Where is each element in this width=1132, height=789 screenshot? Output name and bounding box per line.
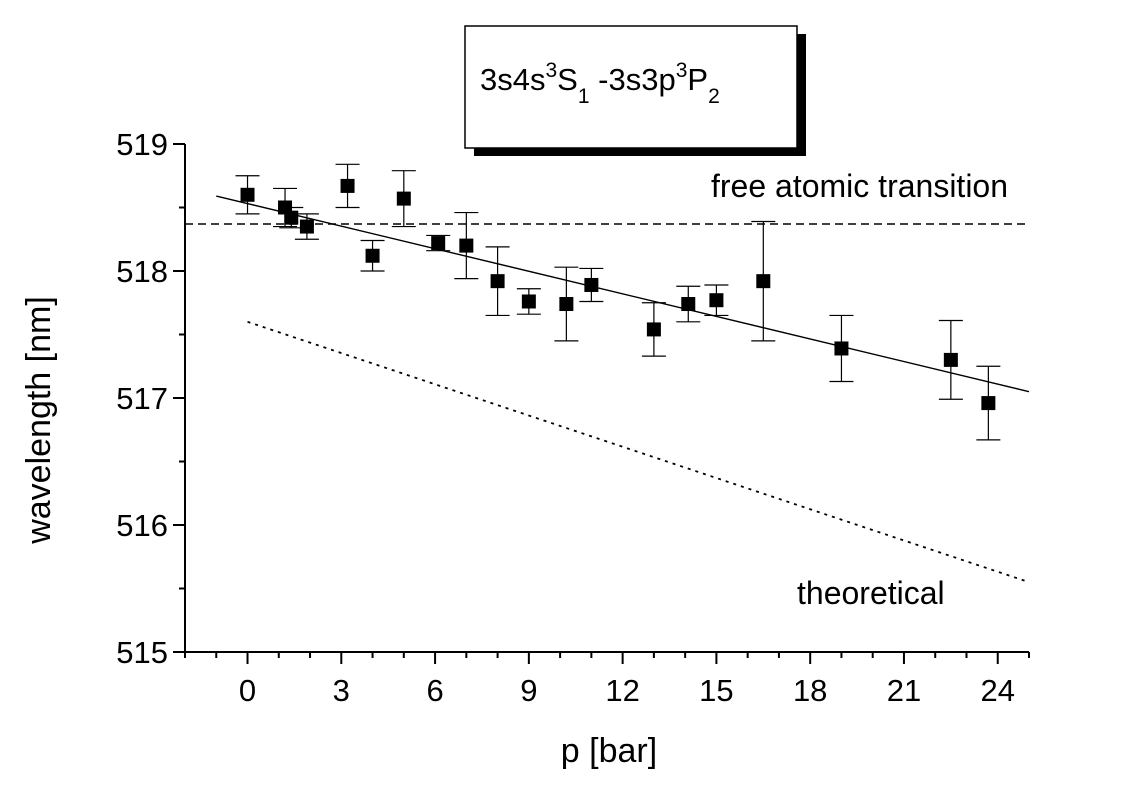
data-point-13: [641, 302, 666, 357]
y-axis-title: wavelength [nm]: [20, 296, 58, 545]
data-point-18: [938, 319, 963, 400]
marker-16: [756, 274, 771, 289]
legend-part-3: 1: [578, 85, 590, 108]
marker-6: [396, 191, 411, 206]
legend-part-1: 3: [545, 59, 557, 82]
y-tick-label-4: 519: [116, 127, 168, 162]
x-axis-title: p [bar]: [561, 732, 657, 770]
data-point-16: [751, 220, 776, 342]
legend-part-0: 3s4s: [480, 62, 545, 97]
theory-line: [247, 320, 1030, 584]
marker-3: [299, 219, 314, 234]
data-point-15: [704, 284, 729, 317]
data-point-4: [335, 163, 360, 209]
marker-7: [431, 236, 446, 251]
data-point-19: [976, 365, 1001, 441]
marker-18: [943, 352, 958, 367]
data-point-8: [454, 211, 479, 280]
fit-line: [216, 195, 1030, 393]
legend-part-5: 3: [676, 59, 688, 82]
x-tick-label-7: 21: [887, 673, 921, 708]
data-point-14: [676, 285, 701, 323]
legend-part-4: -3s3p: [590, 62, 676, 97]
marker-11: [559, 297, 574, 312]
marker-5: [365, 248, 380, 263]
x-tick-label-1: 3: [333, 673, 350, 708]
data-point-0: [235, 175, 260, 215]
x-tick-label-4: 12: [605, 673, 639, 708]
data-point-17: [829, 314, 854, 383]
x-tick-label-0: 0: [239, 673, 256, 708]
legend-part-7: 2: [708, 85, 720, 108]
x-tick-label-2: 6: [426, 673, 443, 708]
axes: 0 3 6 9 12 15 18 21 24 515 516 517 518 519: [116, 127, 1030, 708]
data-point-7: [426, 234, 451, 252]
x-tick-label-8: 24: [980, 673, 1014, 708]
marker-12: [584, 277, 599, 292]
marker-10: [521, 294, 536, 309]
y-tick-label-3: 518: [116, 254, 168, 289]
data-point-9: [485, 246, 510, 317]
marker-2: [284, 210, 299, 225]
marker-14: [681, 297, 696, 312]
legend-box: 3s4s3S1 -3s3p3P2: [464, 25, 806, 156]
y-tick-label-2: 517: [116, 381, 168, 416]
marker-15: [709, 293, 724, 308]
data-point-3: [294, 213, 319, 240]
x-tick-label-5: 15: [699, 673, 733, 708]
legend-part-6: P: [687, 62, 708, 97]
y-tick-label-1: 516: [116, 508, 168, 543]
y-tick-label-0: 515: [116, 635, 168, 670]
marker-0: [240, 187, 255, 202]
legend-label: 3s4s3S1 -3s3p3P2: [480, 59, 720, 108]
marker-8: [459, 238, 474, 253]
marker-13: [646, 322, 661, 337]
data-point-5: [360, 239, 385, 272]
x-tick-label-3: 9: [520, 673, 537, 708]
x-tick-label-6: 18: [793, 673, 827, 708]
plot-area: [185, 163, 1030, 584]
data-point-11: [554, 266, 579, 342]
data-point-2: [279, 206, 304, 229]
data-point-10: [516, 288, 541, 315]
marker-17: [834, 341, 849, 356]
marker-9: [490, 274, 505, 289]
reference-annotation: free atomic transition: [711, 168, 1008, 204]
theory-annotation: theoretical: [797, 575, 945, 611]
marker-4: [340, 178, 355, 193]
data-point-6: [391, 170, 416, 228]
legend-frame: [464, 25, 798, 149]
legend-part-2: S: [557, 62, 578, 97]
marker-19: [981, 396, 996, 411]
data-point-12: [579, 267, 604, 303]
